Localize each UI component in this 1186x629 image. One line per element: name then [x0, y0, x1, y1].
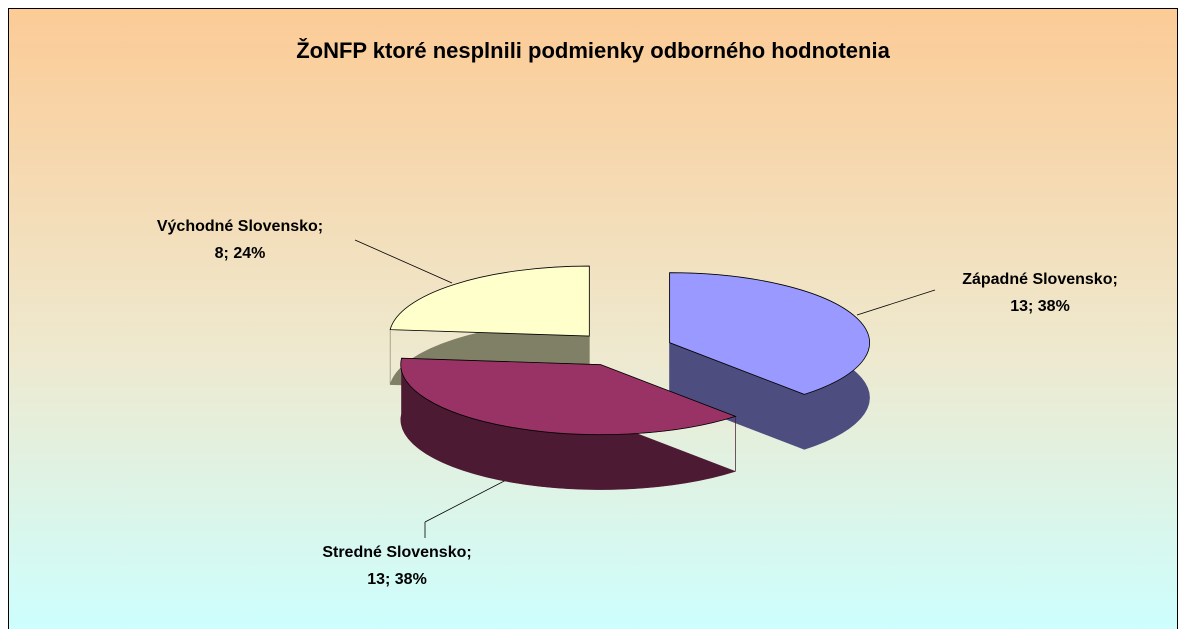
- leader-line: [424, 477, 511, 523]
- data-label-value: 8; 24%: [215, 245, 266, 262]
- chart-area: [8, 8, 1178, 629]
- data-label-value: 13; 38%: [367, 571, 427, 588]
- data-label-name: Stredné Slovensko;: [322, 544, 471, 561]
- data-label-value: 13; 38%: [1010, 298, 1070, 315]
- leader-line: [856, 289, 936, 316]
- chart-title: ŽoNFP ktoré nesplnili podmienky odbornéh…: [296, 38, 890, 63]
- data-label-name: Západné Slovensko;: [962, 271, 1118, 288]
- leader-line: [354, 239, 453, 284]
- data-label-name: Východné Slovensko;: [157, 218, 323, 235]
- slice: [669, 272, 871, 395]
- slice: [389, 265, 590, 337]
- slice: [400, 357, 737, 436]
